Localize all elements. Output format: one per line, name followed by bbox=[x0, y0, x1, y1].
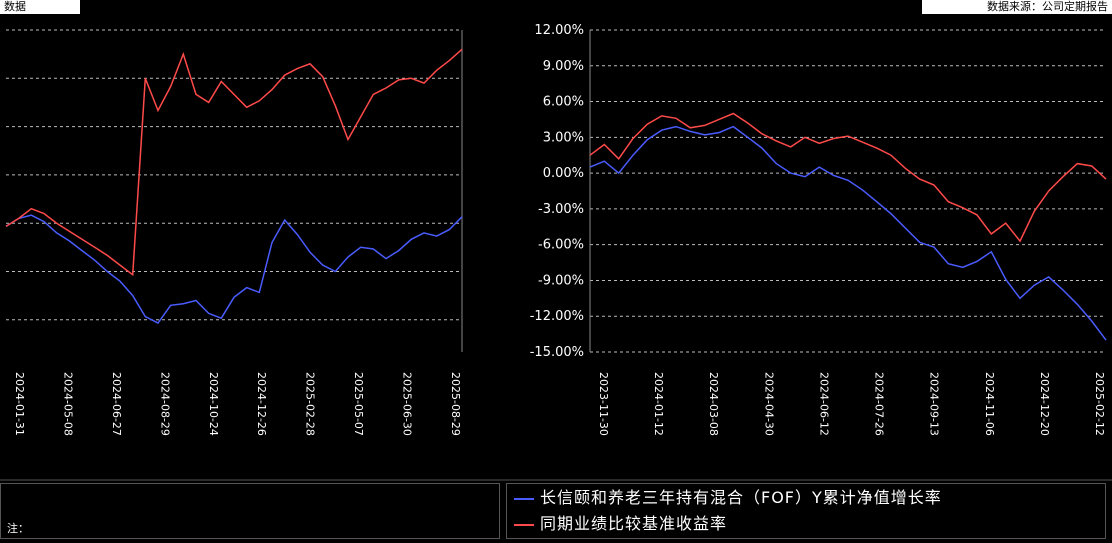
right-series-fund-line bbox=[589, 125, 1107, 341]
right-x-tick-label: 2024-09-13 bbox=[928, 372, 941, 436]
left-series-fund-line bbox=[5, 214, 463, 324]
right-y-tick-label: 9.00% bbox=[543, 59, 584, 74]
right-x-tick-label: 2024-03-08 bbox=[707, 372, 720, 436]
right-y-tick-label: -6.00% bbox=[538, 238, 584, 253]
left-x-tick-label: 2025-02-28 bbox=[304, 372, 317, 436]
legend-swatch-fund bbox=[514, 497, 534, 500]
right-x-tick-label: 2024-01-12 bbox=[652, 372, 665, 436]
right-series-benchmark-line bbox=[589, 112, 1107, 243]
right-y-tick-label: -15.00% bbox=[530, 345, 584, 360]
right-x-tick-label: 2024-12-20 bbox=[1038, 372, 1051, 436]
right-y-tick-label: 6.00% bbox=[543, 95, 584, 110]
legend-label-benchmark: 同期业绩比较基准收益率 bbox=[540, 514, 728, 533]
footer-note: 注： bbox=[7, 522, 29, 535]
left-x-tick-label: 2024-01-31 bbox=[13, 372, 26, 436]
right-y-tick-label: -9.00% bbox=[538, 273, 584, 288]
right-x-tick-label: 2024-11-06 bbox=[983, 372, 996, 436]
left-x-tick-label: 2025-05-07 bbox=[352, 372, 365, 436]
legend-label-fund: 长信颐和养老三年持有混合（FOF）Y累计净值增长率 bbox=[540, 488, 942, 507]
left-x-tick-label: 2025-06-30 bbox=[401, 372, 414, 436]
right-x-tick-label: 2025-02-12 bbox=[1093, 372, 1106, 436]
right-x-tick-label: 2024-06-12 bbox=[817, 372, 830, 436]
footer-left-panel: 注： bbox=[0, 483, 500, 539]
legend-swatch-benchmark bbox=[514, 523, 534, 526]
right-y-tick-label: 12.00% bbox=[534, 23, 584, 38]
left-x-tick-label: 2024-05-08 bbox=[61, 372, 74, 436]
right-y-tick-label: 3.00% bbox=[543, 130, 584, 145]
right-y-tick-label: -12.00% bbox=[530, 309, 584, 324]
header-right-bar: 数据来源：公司定期报告 bbox=[922, 0, 1112, 14]
header-left-bar: 数据 bbox=[0, 0, 80, 14]
left-x-tick-label: 2025-08-29 bbox=[449, 372, 462, 436]
left-x-tick-label: 2024-10-24 bbox=[207, 372, 220, 436]
right-x-tick-label: 2024-07-26 bbox=[873, 372, 886, 436]
left-series-benchmark-line bbox=[5, 48, 463, 277]
legend-item-benchmark: 同期业绩比较基准收益率 bbox=[514, 513, 727, 535]
legend-item-fund: 长信颐和养老三年持有混合（FOF）Y累计净值增长率 bbox=[514, 487, 942, 509]
chart-legend: 长信颐和养老三年持有混合（FOF）Y累计净值增长率 同期业绩比较基准收益率 bbox=[506, 483, 1106, 539]
left-x-tick-label: 2024-12-26 bbox=[255, 372, 268, 436]
left-x-tick-label: 2024-06-27 bbox=[110, 372, 123, 436]
right-y-tick-label: 0.00% bbox=[543, 166, 584, 181]
left-x-tick-label: 2024-08-29 bbox=[158, 372, 171, 436]
header-right-text: 数据来源：公司定期报告 bbox=[987, 0, 1108, 13]
right-x-tick-label: 2024-04-30 bbox=[762, 372, 775, 436]
header-left-text: 数据 bbox=[4, 0, 26, 13]
right-x-tick-label: 2023-11-30 bbox=[597, 372, 610, 436]
right-y-tick-label: -3.00% bbox=[538, 202, 584, 217]
